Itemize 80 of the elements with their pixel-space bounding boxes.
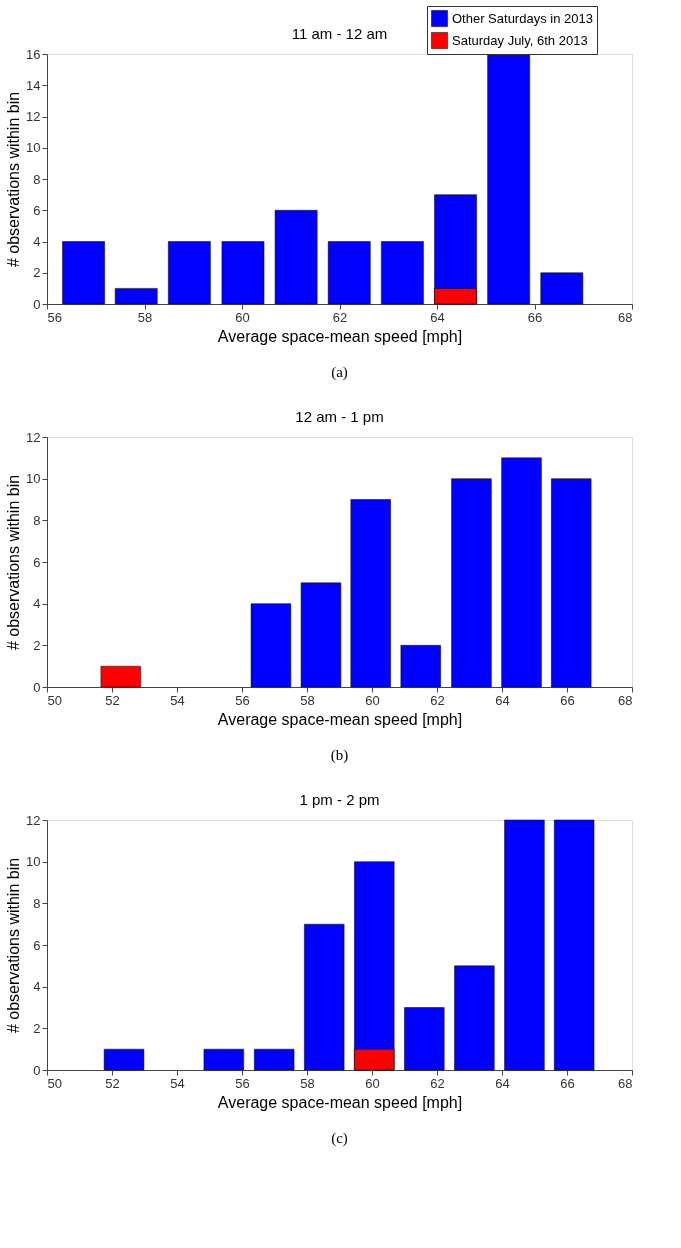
bar xyxy=(300,582,342,688)
x-tick-label: 52 xyxy=(105,692,120,708)
x-tick-label: 66 xyxy=(527,309,543,325)
chart-title: 1 pm - 2 pm xyxy=(299,791,380,808)
y-tick-label: 8 xyxy=(33,512,41,528)
x-tick-label: 58 xyxy=(300,1075,315,1091)
y-tick-label: 12 xyxy=(26,812,41,828)
x-tick-label: 56 xyxy=(47,309,62,325)
x-tick-label: 56 xyxy=(235,692,250,708)
x-axis-title: Average space-mean speed [mph] xyxy=(217,1093,463,1111)
bar xyxy=(451,478,492,688)
y-tick-label: 6 xyxy=(33,202,41,218)
y-axis-title: # observations within bin xyxy=(5,474,23,651)
x-axis-title: Average space-mean speed [mph] xyxy=(217,327,463,345)
bar xyxy=(404,1007,445,1071)
legend-label: Saturday July, 6th 2013 xyxy=(452,32,588,48)
y-tick-label: 6 xyxy=(33,937,41,953)
legend-label: Other Saturdays in 2013 xyxy=(452,10,593,26)
bar xyxy=(454,965,495,1071)
text: (c) xyxy=(331,1130,348,1147)
bar xyxy=(551,478,592,688)
x-tick-label: 54 xyxy=(170,692,185,708)
y-tick-label: 4 xyxy=(33,234,41,249)
bar xyxy=(250,603,292,688)
bar xyxy=(304,923,345,1071)
y-tick-label: 8 xyxy=(33,171,41,187)
x-axis-title: Average space-mean speed [mph] xyxy=(217,710,463,728)
y-tick-label: 10 xyxy=(26,471,41,487)
text: (b) xyxy=(330,747,349,764)
x-tick-label: 66 xyxy=(560,692,575,708)
x-tick-label: 62 xyxy=(430,692,445,708)
bar xyxy=(350,499,391,688)
y-tick-label: 12 xyxy=(26,109,41,124)
x-tick-label: 54 xyxy=(170,1075,185,1091)
x-tick-label: 66 xyxy=(560,1075,575,1091)
y-tick-label: 14 xyxy=(26,77,41,93)
bar xyxy=(254,1048,295,1071)
x-tick-label: 52 xyxy=(105,1075,120,1091)
bar xyxy=(103,1048,145,1071)
x-tick-label: 58 xyxy=(300,692,315,708)
bar xyxy=(203,1048,244,1071)
chart-title: 12 am - 1 pm xyxy=(295,408,384,425)
y-tick-label: 0 xyxy=(33,679,41,695)
x-tick-label: 64 xyxy=(430,309,445,325)
y-tick-label: 4 xyxy=(33,596,41,612)
y-tick-label: 2 xyxy=(33,265,41,281)
y-tick-label: 4 xyxy=(33,979,41,995)
y-tick-label: 6 xyxy=(33,554,41,570)
x-tick-label: 62 xyxy=(332,309,348,325)
x-tick-label: 60 xyxy=(365,1075,380,1091)
x-tick-label: 50 xyxy=(47,1075,62,1091)
y-tick-label: 16 xyxy=(26,46,41,62)
y-tick-label: 12 xyxy=(26,429,41,445)
y-tick-label: 0 xyxy=(33,1062,41,1078)
x-tick-label: 56 xyxy=(235,1075,250,1091)
y-tick-label: 10 xyxy=(26,854,41,870)
bar xyxy=(504,819,545,1071)
x-tick-label: 60 xyxy=(235,309,250,325)
x-tick-label: 68 xyxy=(618,1075,633,1091)
x-tick-label: 64 xyxy=(495,1075,510,1091)
x-tick-label: 68 xyxy=(618,692,633,708)
bar xyxy=(400,645,441,688)
bar xyxy=(554,819,595,1071)
bar xyxy=(501,457,542,688)
x-tick-label: 58 xyxy=(137,309,153,325)
x-tick-label: 62 xyxy=(430,1075,445,1091)
x-tick-label: 60 xyxy=(365,692,380,708)
text: (a) xyxy=(331,364,348,381)
x-tick-label: 64 xyxy=(495,692,510,708)
y-axis-title: # observations within bin xyxy=(5,857,23,1034)
y-tick-label: 8 xyxy=(33,895,41,911)
y-tick-label: 10 xyxy=(26,140,41,156)
y-tick-label: 2 xyxy=(33,1020,41,1036)
bar xyxy=(100,665,141,688)
x-tick-label: 50 xyxy=(47,692,62,708)
chart-title: 11 am - 12 am xyxy=(291,25,388,42)
x-tick-label: 68 xyxy=(618,309,633,325)
y-axis-title: # observations within bin xyxy=(5,91,23,268)
y-tick-label: 2 xyxy=(33,637,41,653)
y-tick-label: 0 xyxy=(33,296,41,312)
